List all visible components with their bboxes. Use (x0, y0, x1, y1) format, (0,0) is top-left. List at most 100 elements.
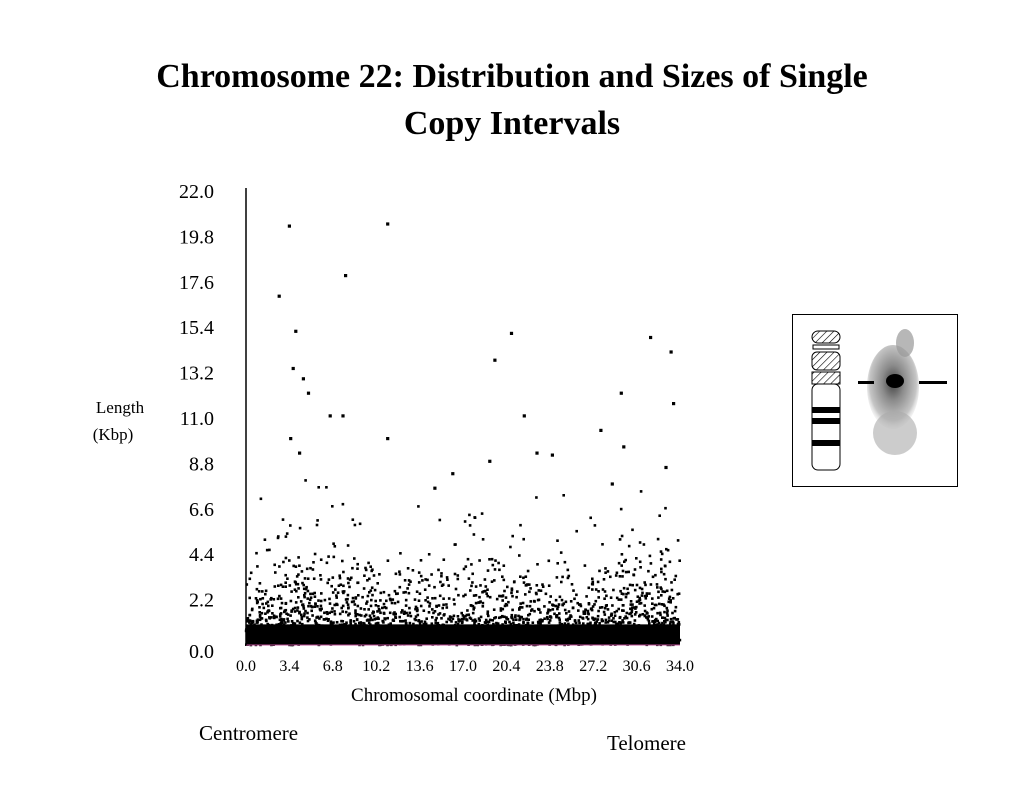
data-point (662, 572, 666, 576)
data-point (390, 601, 394, 605)
data-point (245, 620, 249, 623)
data-point (265, 548, 269, 552)
data-point (351, 596, 355, 600)
data-point (327, 578, 331, 581)
data-point (350, 600, 354, 604)
data-point (593, 626, 596, 629)
data-point (571, 634, 575, 638)
data-point (403, 625, 407, 628)
data-point (257, 640, 261, 643)
data-point (575, 641, 578, 644)
data-point (494, 630, 498, 633)
data-point (406, 637, 409, 641)
data-point (543, 605, 546, 608)
data-point (284, 621, 287, 624)
data-point (398, 573, 402, 576)
data-point (260, 611, 264, 615)
data-point (604, 634, 608, 638)
data-point (593, 524, 597, 527)
data-point (338, 574, 341, 577)
data-point (541, 633, 544, 636)
data-point (664, 506, 667, 510)
data-point (611, 641, 615, 644)
data-point (673, 640, 676, 643)
data-point (353, 642, 356, 646)
data-point (634, 634, 638, 638)
data-point (532, 599, 536, 603)
data-point (442, 558, 446, 561)
data-point (359, 621, 363, 624)
data-point (631, 583, 634, 587)
data-point (404, 598, 408, 602)
data-point (272, 637, 275, 641)
data-point (319, 604, 323, 608)
data-point (518, 554, 521, 557)
data-point (661, 621, 664, 625)
data-point (399, 626, 402, 630)
data-point (278, 594, 281, 598)
data-point (316, 623, 319, 627)
x-tick-label: 10.2 (362, 658, 390, 675)
data-point (320, 628, 324, 632)
data-point (676, 630, 680, 634)
data-point (642, 640, 645, 644)
data-point (373, 588, 377, 592)
data-point (463, 634, 466, 637)
data-point (301, 641, 305, 644)
data-point (644, 632, 648, 636)
data-point (340, 619, 343, 623)
data-point (474, 594, 478, 597)
data-point (544, 626, 548, 630)
data-point (284, 581, 287, 584)
data-point (281, 632, 285, 635)
data-point (515, 595, 518, 599)
data-point (343, 623, 347, 626)
data-point (526, 639, 529, 642)
data-point (371, 629, 375, 632)
data-point (264, 628, 267, 632)
data-point (515, 636, 519, 640)
data-point (375, 626, 379, 630)
data-point (317, 623, 321, 627)
data-point (369, 624, 372, 628)
data-point (315, 637, 318, 640)
data-point (602, 578, 606, 581)
data-point (264, 612, 267, 615)
data-point (370, 631, 373, 634)
data-point (272, 636, 275, 640)
data-point (662, 627, 665, 630)
data-point (445, 620, 448, 624)
data-point (630, 634, 634, 638)
data-point (653, 620, 657, 623)
data-point (453, 572, 457, 576)
data-point (503, 615, 506, 619)
data-point (495, 597, 499, 601)
data-point (347, 606, 350, 610)
data-point (245, 640, 249, 644)
data-point (471, 633, 475, 636)
data-point (494, 559, 497, 562)
data-point (595, 624, 599, 628)
data-point (501, 615, 504, 618)
data-point (642, 634, 646, 638)
data-point (381, 639, 385, 643)
data-point (306, 391, 311, 395)
data-point (618, 615, 622, 619)
data-point (254, 597, 258, 600)
data-point (391, 598, 395, 601)
data-point (282, 618, 286, 621)
data-point (604, 641, 608, 644)
data-point (442, 603, 445, 607)
data-point (349, 620, 352, 623)
data-point (601, 588, 605, 591)
data-point (537, 589, 541, 592)
y-axis-label-line-2: (Kbp) (93, 425, 134, 444)
data-point (558, 642, 562, 646)
data-point (553, 627, 556, 630)
data-point (607, 641, 610, 645)
data-point (378, 573, 381, 576)
data-point (267, 623, 271, 627)
data-point (469, 629, 472, 632)
data-point (587, 602, 591, 605)
data-point (347, 639, 351, 643)
